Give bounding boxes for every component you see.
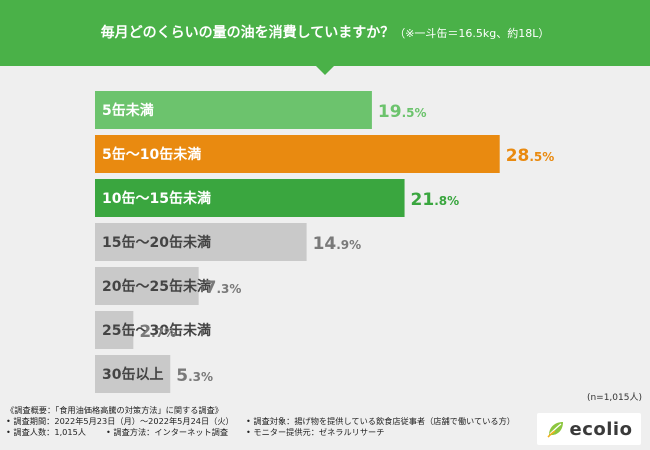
value-int-6: 2 [139,322,151,342]
value-int-1: 19 [378,102,402,122]
title-note: （※一斗缶＝16.5kg、約18L） [394,27,550,40]
value-dec-4: .9% [336,238,361,252]
value-label-6: 2.7% [139,322,176,342]
chart-title: 毎月どのくらいの量の油を消費していますか？（※一斗缶＝16.5kg、約18L） [0,22,650,42]
survey-respondents: • 調査人数：1,015人 [6,427,86,437]
ecolio-logo: ecolio [537,413,641,445]
value-dec-7: .3% [188,370,213,384]
bar-label-2: 5缶～10缶未満 [102,146,201,163]
value-dec-2: .5% [529,150,554,164]
bar-chart: 5缶未満 19.5%5缶～10缶未満 28.5%10缶～15缶未満 21.8%15缶～… [95,91,555,393]
value-dec-5: .3% [217,282,242,296]
bar-label-3: 10缶～15缶未満 [102,190,211,207]
bar-1 [95,91,372,129]
value-label-7: 5.3% [176,366,213,386]
bar-label-6: 25缶～30缶未満 [102,322,211,339]
bar-4 [95,223,307,261]
value-dec-3: .8% [434,194,459,208]
value-label-4: 14.9% [313,234,362,254]
value-int-3: 21 [411,190,435,210]
bar-3 [95,179,405,217]
value-int-5: 7 [205,278,217,298]
value-label-3: 21.8% [411,190,460,210]
bar-7 [95,355,171,393]
bar-label-7: 30缶以上 [102,366,163,383]
bar-6 [95,311,134,349]
header-banner [0,0,650,66]
bar-label-5: 20缶～25缶未満 [102,278,211,295]
leaf-icon [546,422,563,438]
value-label-1: 19.5% [378,102,427,122]
bar-2 [95,135,500,173]
survey-period: • 調査期間：2022年5月23日（月）～2022年5月24日（火） [6,416,234,426]
value-int-4: 14 [313,234,337,254]
value-label-5: 7.3% [205,278,242,298]
bar-5 [95,267,199,305]
value-int-7: 5 [176,366,188,386]
title-main: 毎月どのくらいの量の油を消費していますか？ [100,25,395,41]
sample-size-note: (n=1,015人) [586,393,642,403]
value-int-2: 28 [506,146,530,166]
survey-provider: • モニター提供元：ゼネラルリサーチ [246,427,385,437]
header-pointer [315,65,335,75]
value-dec-1: .5% [402,106,427,120]
logo-text: ecolio [569,418,633,440]
bar-label-1: 5缶未満 [102,102,154,119]
bar-label-4: 15缶～20缶未満 [102,234,211,251]
value-label-2: 28.5% [506,146,555,166]
survey-target: • 調査対象：揚げ物を提供している飲食店従事者（店舗で働いている方） [246,416,515,426]
survey-method: • 調査方法：インターネット調査 [106,427,229,437]
value-dec-6: .7% [151,326,176,340]
survey-overview: 《調査概要：「食用油価格高騰の対策方法」に関する調査》 [6,405,223,415]
